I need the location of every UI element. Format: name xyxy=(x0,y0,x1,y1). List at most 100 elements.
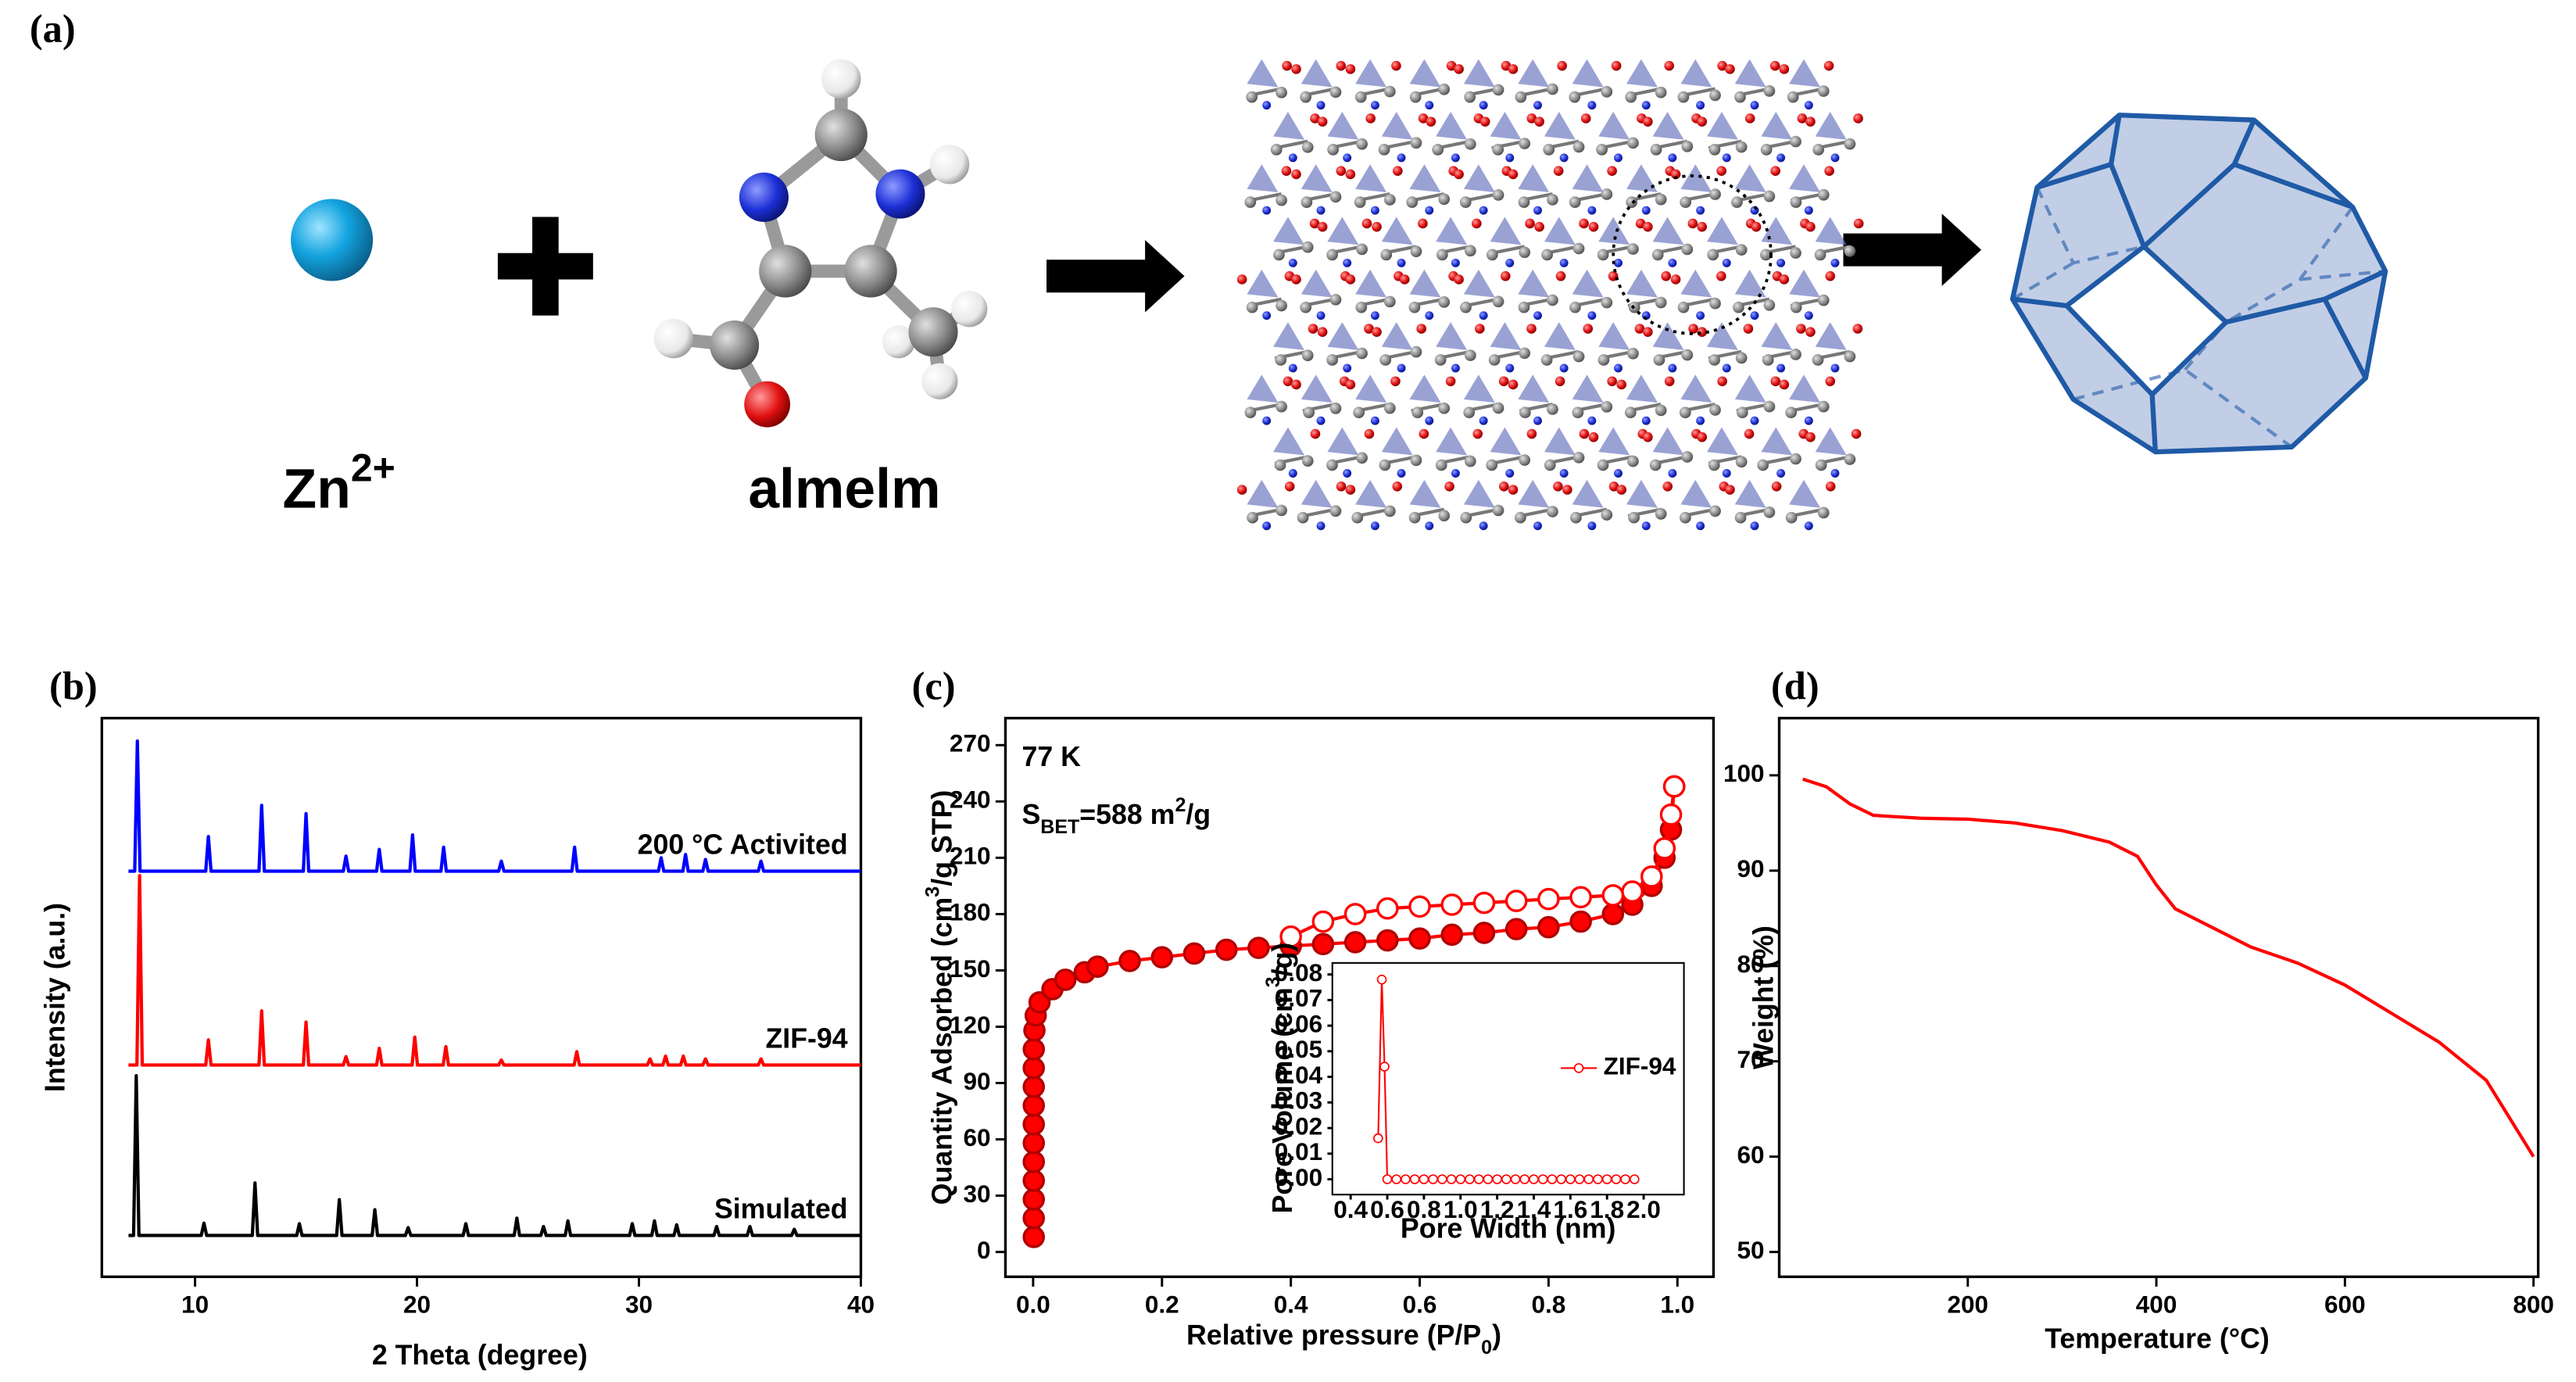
fw-atom xyxy=(1650,144,1662,156)
fw-atom xyxy=(1273,249,1285,261)
fw-atom xyxy=(1733,301,1744,313)
annotation-part: BET xyxy=(1040,815,1079,837)
fw-atom xyxy=(1643,221,1653,232)
fw-tetrahedron xyxy=(1680,164,1712,193)
fw-atom xyxy=(1553,166,1564,177)
fw-atom xyxy=(1370,416,1379,425)
fw-atom xyxy=(1526,324,1537,334)
data-point xyxy=(1382,1174,1393,1184)
fw-atom xyxy=(1288,363,1297,373)
y-tick-label: 180 xyxy=(950,898,991,926)
fw-atom xyxy=(1651,249,1664,261)
fw-atom xyxy=(1300,91,1312,103)
fw-atom xyxy=(1696,101,1705,110)
fw-tetrahedron xyxy=(1301,269,1333,298)
data-point xyxy=(1465,1174,1475,1184)
data-point xyxy=(1022,1038,1046,1061)
fw-atom xyxy=(1804,101,1813,110)
fw-atom xyxy=(1681,243,1694,256)
fw-atom xyxy=(1356,452,1368,464)
x-tick-label: 1.6 xyxy=(1553,1195,1587,1223)
fw-tetrahedron xyxy=(1626,59,1658,88)
fw-atom xyxy=(1519,406,1531,419)
fw-atom xyxy=(1823,60,1834,71)
fw-atom xyxy=(1505,258,1515,267)
fw-atom xyxy=(1750,521,1759,531)
plot-frame xyxy=(1777,717,2540,1279)
fw-atom xyxy=(1411,406,1424,419)
fw-atom xyxy=(1518,301,1530,313)
fw-atom xyxy=(1597,249,1609,261)
fw-atom xyxy=(1734,91,1746,103)
fw-atom xyxy=(1697,221,1708,232)
fw-atom xyxy=(1614,363,1623,373)
annotation-part: 2 xyxy=(1175,793,1186,815)
fw-tetrahedron xyxy=(1734,59,1766,88)
fw-atom xyxy=(1275,194,1287,206)
y-tick-label: 0 xyxy=(977,1236,991,1264)
fw-atom xyxy=(1641,101,1651,110)
fw-atom xyxy=(1327,144,1339,156)
x-tick-label: 0.0 xyxy=(1016,1291,1050,1319)
fw-atom xyxy=(1397,153,1406,163)
fw-atom xyxy=(1380,249,1393,261)
fw-atom xyxy=(1763,400,1776,413)
fw-atom xyxy=(1769,60,1780,71)
data-point xyxy=(1022,1226,1046,1248)
fw-tetrahedron xyxy=(1680,374,1712,403)
fw-atom xyxy=(1670,169,1681,180)
x-tick-label: 10 xyxy=(181,1291,209,1319)
fw-atom xyxy=(1588,221,1599,232)
fw-tetrahedron xyxy=(1707,217,1738,245)
arrow xyxy=(1046,239,1185,313)
fw-atom xyxy=(1356,138,1368,150)
y-tick-label: 0.03 xyxy=(1275,1087,1322,1115)
fw-atom xyxy=(1744,428,1755,439)
fw-atom xyxy=(1815,459,1827,471)
data-point xyxy=(1028,990,1051,1014)
fw-tetrahedron xyxy=(1490,427,1522,456)
fw-tetrahedron xyxy=(1301,164,1333,193)
fw-atom xyxy=(1472,218,1482,229)
data-point xyxy=(1150,946,1174,968)
fw-atom xyxy=(1519,138,1531,149)
fw-tetrahedron xyxy=(1572,269,1604,298)
atom xyxy=(710,320,760,371)
annotation-part: S xyxy=(1021,799,1040,830)
fw-tetrahedron xyxy=(1273,427,1305,456)
fw-atom xyxy=(1716,166,1726,177)
fw-atom xyxy=(1445,376,1456,387)
fw-tetrahedron xyxy=(1626,269,1658,298)
framework xyxy=(1236,59,1864,531)
fw-atom xyxy=(1275,299,1287,312)
x-tick-label: 2.0 xyxy=(1626,1195,1661,1223)
series-label: Simulated xyxy=(714,1193,848,1224)
annotation-part: =588 m xyxy=(1079,799,1175,830)
atom xyxy=(929,145,970,184)
data-point xyxy=(1653,837,1676,860)
fw-atom xyxy=(1817,188,1830,201)
fw-tetrahedron xyxy=(1598,322,1630,350)
y-tick-label: 0.01 xyxy=(1275,1137,1322,1165)
fw-atom xyxy=(1608,481,1619,492)
fw-atom xyxy=(1397,258,1406,267)
fw-tetrahedron xyxy=(1707,427,1738,456)
fw-atom xyxy=(1779,274,1790,285)
fw-atom xyxy=(1708,459,1720,471)
atom xyxy=(844,245,897,298)
data-point xyxy=(1373,1133,1383,1144)
fw-tetrahedron xyxy=(1381,217,1413,245)
panel-label: (c) xyxy=(912,664,956,708)
fw-tetrahedron xyxy=(1518,479,1550,508)
fw-atom xyxy=(1345,169,1356,180)
fw-atom xyxy=(1722,258,1731,267)
y-tick-label: 240 xyxy=(950,786,991,814)
fw-atom xyxy=(1383,295,1396,308)
fw-atom xyxy=(1641,416,1651,425)
x-tick-label: 800 xyxy=(2513,1291,2554,1319)
fw-atom xyxy=(1725,485,1735,495)
data-point xyxy=(1022,1207,1046,1230)
data-point xyxy=(1601,1174,1612,1184)
fw-atom xyxy=(1479,416,1488,425)
fw-atom xyxy=(1716,270,1726,281)
